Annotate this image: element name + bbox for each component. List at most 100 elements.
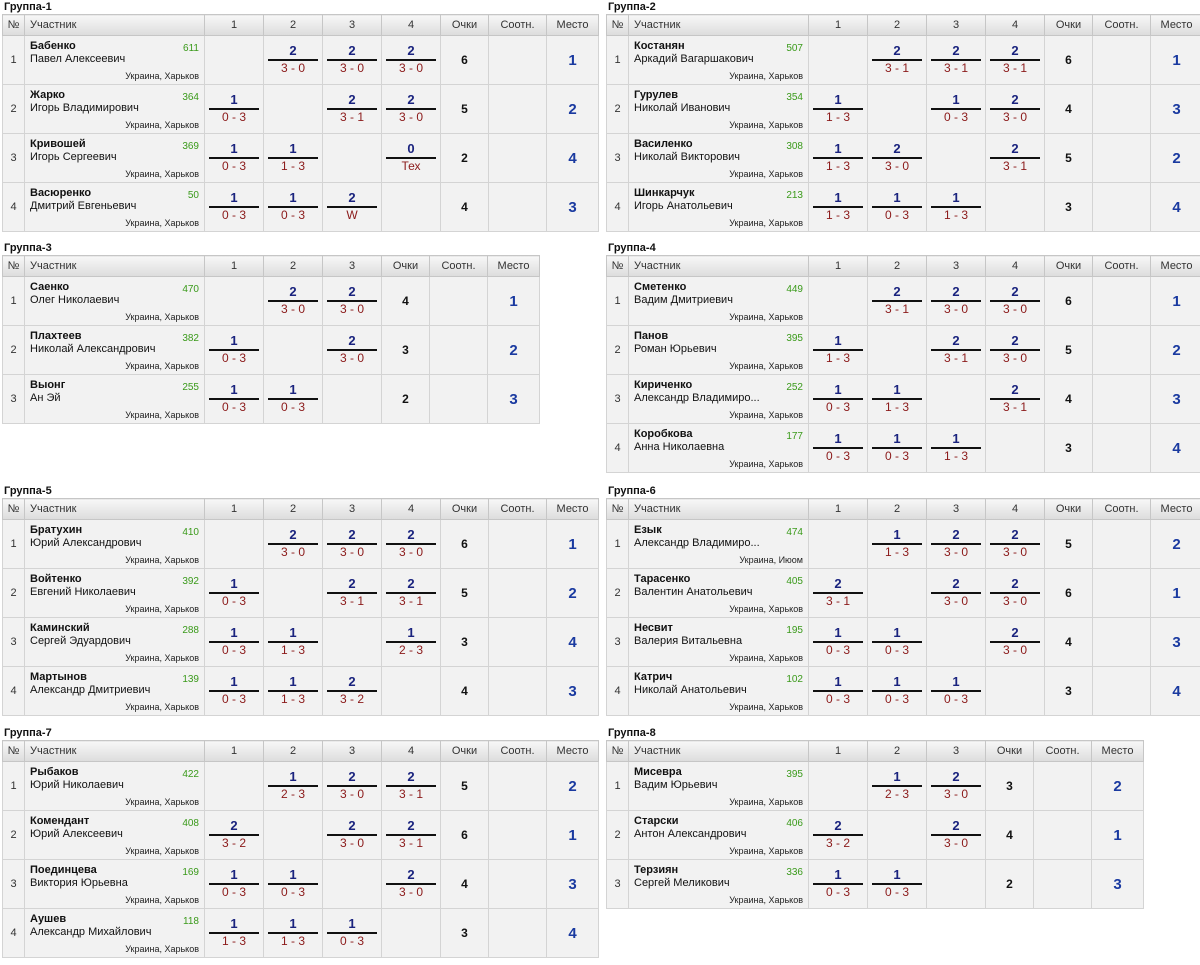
participant-cell[interactable]: Коробкова Анна Николаевна 177 Украина, Харь… — [628, 423, 809, 473]
col-header-participant[interactable]: Участник — [628, 498, 809, 520]
match-result-cell[interactable]: 0 Тех — [381, 133, 441, 183]
participant-cell[interactable]: Жарко Игорь Владимирович 364 Украина, Харьк… — [24, 84, 205, 134]
participant-cell[interactable]: Шинкарчук Игорь Анатольевич 213 Украина, Ха… — [628, 182, 809, 232]
col-header-num[interactable]: № — [606, 255, 629, 277]
col-header-place[interactable]: Место — [546, 14, 599, 36]
col-header-num[interactable]: № — [2, 14, 25, 36]
col-header-opponent[interactable]: 4 — [381, 498, 441, 520]
participant-surname[interactable]: Мисевра — [634, 766, 682, 778]
col-header-opponent[interactable]: 2 — [263, 14, 323, 36]
col-header-participant[interactable]: Участник — [628, 14, 809, 36]
participant-surname[interactable]: Васюренко — [30, 187, 92, 199]
participant-cell[interactable]: Езык Александр Владимиро... 474 Украина, Ию… — [628, 519, 809, 569]
col-header-opponent[interactable]: 3 — [926, 498, 986, 520]
participant-cell[interactable]: Аушев Александр Михайлович 118 Украина, Хар… — [24, 908, 205, 958]
participant-cell[interactable]: Кириченко Александр Владимиро... 252 Украин… — [628, 374, 809, 424]
col-header-opponent[interactable]: 2 — [867, 14, 927, 36]
participant-surname[interactable]: Саенко — [30, 281, 70, 293]
col-header-participant[interactable]: Участник — [628, 255, 809, 277]
col-header-num[interactable]: № — [2, 255, 25, 277]
participant-surname[interactable]: Выонг — [30, 379, 66, 391]
participant-surname[interactable]: Несвит — [634, 622, 673, 634]
participant-surname[interactable]: Езык — [634, 524, 662, 536]
col-header-ratio[interactable]: Соотн. — [488, 498, 547, 520]
col-header-points[interactable]: Очки — [440, 740, 489, 762]
col-header-place[interactable]: Место — [1150, 498, 1200, 520]
participant-surname[interactable]: Жарко — [30, 89, 65, 101]
col-header-place[interactable]: Место — [487, 255, 540, 277]
col-header-opponent[interactable]: 2 — [263, 255, 323, 277]
col-header-opponent[interactable]: 3 — [322, 255, 382, 277]
col-header-participant[interactable]: Участник — [628, 740, 809, 762]
col-header-opponent[interactable]: 3 — [322, 14, 382, 36]
col-header-opponent[interactable]: 1 — [808, 498, 868, 520]
participant-cell[interactable]: Выонг Ан Эй 255 Украина, Харьков — [24, 374, 205, 424]
participant-surname[interactable]: Василенко — [634, 138, 693, 150]
col-header-opponent[interactable]: 2 — [867, 740, 927, 762]
col-header-opponent[interactable]: 4 — [381, 14, 441, 36]
col-header-opponent[interactable]: 2 — [867, 498, 927, 520]
col-header-opponent[interactable]: 4 — [381, 740, 441, 762]
participant-surname[interactable]: Старски — [634, 815, 679, 827]
col-header-opponent[interactable]: 3 — [926, 14, 986, 36]
col-header-place[interactable]: Место — [546, 498, 599, 520]
col-header-points[interactable]: Очки — [381, 255, 430, 277]
col-header-opponent[interactable]: 2 — [263, 740, 323, 762]
participant-surname[interactable]: Терзиян — [634, 864, 679, 876]
participant-surname[interactable]: Каминский — [30, 622, 90, 634]
col-header-opponent[interactable]: 1 — [204, 14, 264, 36]
col-header-place[interactable]: Место — [1150, 255, 1200, 277]
participant-cell[interactable]: Комендант Юрий Алексеевич 408 Украина, Харь… — [24, 810, 205, 860]
col-header-opponent[interactable]: 4 — [985, 255, 1045, 277]
participant-cell[interactable]: Рыбаков Юрий Николаевич 422 Украина, Харько… — [24, 761, 205, 811]
participant-cell[interactable]: Тарасенко Валентин Анатольевич 405 Украина,… — [628, 568, 809, 618]
col-header-num[interactable]: № — [606, 740, 629, 762]
participant-surname[interactable]: Сметенко — [634, 281, 687, 293]
participant-surname[interactable]: Тарасенко — [634, 573, 691, 585]
col-header-ratio[interactable]: Соотн. — [1033, 740, 1092, 762]
participant-surname[interactable]: Панов — [634, 330, 669, 342]
col-header-opponent[interactable]: 3 — [322, 498, 382, 520]
participant-cell[interactable]: Поединцева Виктория Юрьевна 169 Украина, Ха… — [24, 859, 205, 909]
col-header-opponent[interactable]: 3 — [926, 740, 986, 762]
participant-surname[interactable]: Комендант — [30, 815, 90, 827]
participant-cell[interactable]: Костанян Аркадий Вагаршакович 507 Украина, … — [628, 35, 809, 85]
